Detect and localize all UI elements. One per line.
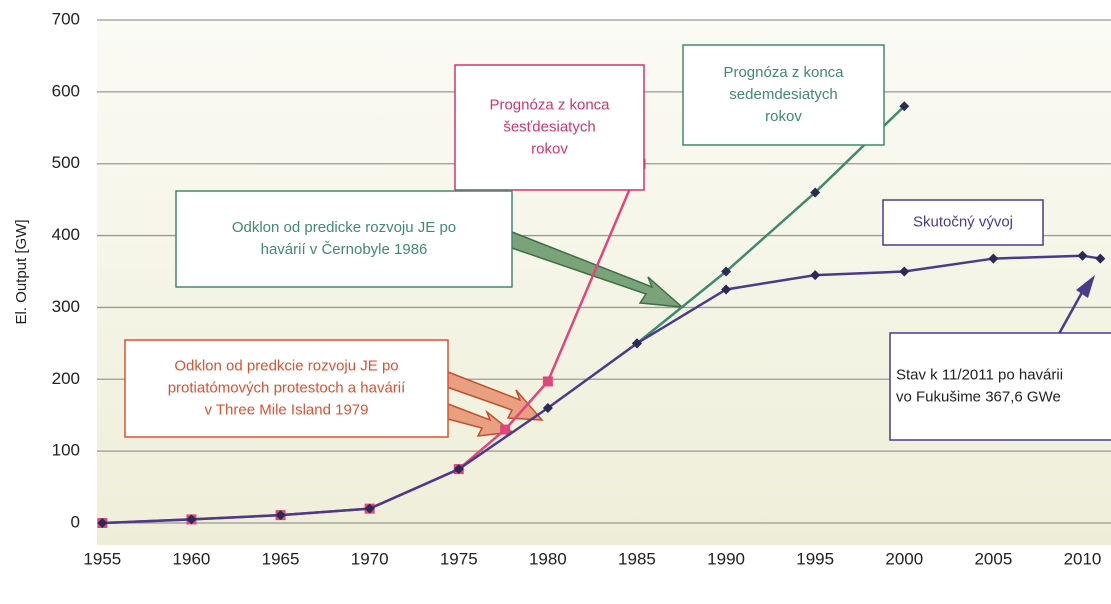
annotation-text: rokov <box>531 140 568 157</box>
x-tick-label: 1990 <box>707 549 745 568</box>
x-tick-label: 1970 <box>351 549 389 568</box>
marker <box>186 514 197 525</box>
y-tick-label: 400 <box>52 225 80 244</box>
marker <box>453 464 464 475</box>
marker <box>721 284 732 295</box>
marker <box>721 266 732 277</box>
x-tick-label: 1960 <box>173 549 211 568</box>
marker <box>1077 250 1088 261</box>
marker <box>364 503 375 514</box>
arrow <box>443 371 544 421</box>
y-tick-label: 500 <box>52 153 80 172</box>
x-tick-label: 2000 <box>885 549 923 568</box>
annotation-text: Odklon od predkcie rozvoju JE po <box>174 357 398 374</box>
x-tick-label: 1985 <box>618 549 656 568</box>
y-tick-label: 700 <box>52 9 80 28</box>
y-axis-label: El. Output [GW] <box>13 219 30 324</box>
marker <box>1095 253 1106 264</box>
y-tick-label: 600 <box>52 81 80 100</box>
annotation-text: Odklon od predicke rozvoju JE po <box>232 219 456 236</box>
marker <box>500 424 511 435</box>
x-tick-label: 2010 <box>1064 549 1102 568</box>
arrow <box>443 403 514 437</box>
series-line <box>636 105 906 345</box>
annotation-text: havárií v Černobyle 1986 <box>261 241 428 258</box>
annotation-text: Stav k 11/2011 po havárii <box>896 366 1063 383</box>
x-tick-label: 1955 <box>83 549 121 568</box>
marker <box>275 510 286 521</box>
annotation-box <box>454 64 645 191</box>
annotation-text: vo Fukušime 367,6 GWe <box>896 388 1061 405</box>
annotation-box <box>889 332 1111 441</box>
annotation-text: protiatómových protestoch a havárií <box>168 379 406 396</box>
annotation-text: Skutočný vývoj <box>913 213 1013 230</box>
annotation-box <box>175 190 513 288</box>
annotation-text: rokov <box>765 108 802 125</box>
marker <box>899 101 910 112</box>
arrow <box>504 231 685 308</box>
annotation-text: v Three Mile Island 1979 <box>205 401 369 418</box>
annotation-text: Prognóza z konca <box>723 64 844 81</box>
annotation-text: sedemdesiatych <box>729 86 837 103</box>
marker <box>988 253 999 264</box>
marker <box>97 518 108 528</box>
x-tick-label: 1995 <box>796 549 834 568</box>
annotation-box <box>682 44 885 146</box>
x-tick-label: 1975 <box>440 549 478 568</box>
annotation-text: šesťdesiatych <box>503 118 595 135</box>
annotation-text: Prognóza z konca <box>489 96 610 113</box>
annotations: Prognóza z konca šesťdesiatych rokov Prognó… <box>124 44 1111 441</box>
y-tick-label: 0 <box>71 512 80 531</box>
annotation-box <box>124 339 449 438</box>
marker <box>810 270 821 281</box>
annotation-box <box>882 199 1044 246</box>
marker <box>631 338 642 349</box>
marker <box>810 187 821 198</box>
x-tick-label: 2005 <box>974 549 1012 568</box>
y-tick-label: 100 <box>52 441 80 460</box>
x-tick-label: 1980 <box>529 549 567 568</box>
marker <box>542 403 553 414</box>
marker <box>542 376 553 387</box>
y-tick-label: 300 <box>52 297 80 316</box>
arrow-head <box>1076 275 1095 298</box>
x-tick-label: 1965 <box>262 549 300 568</box>
y-tick-label: 200 <box>52 369 80 388</box>
marker <box>899 266 910 277</box>
